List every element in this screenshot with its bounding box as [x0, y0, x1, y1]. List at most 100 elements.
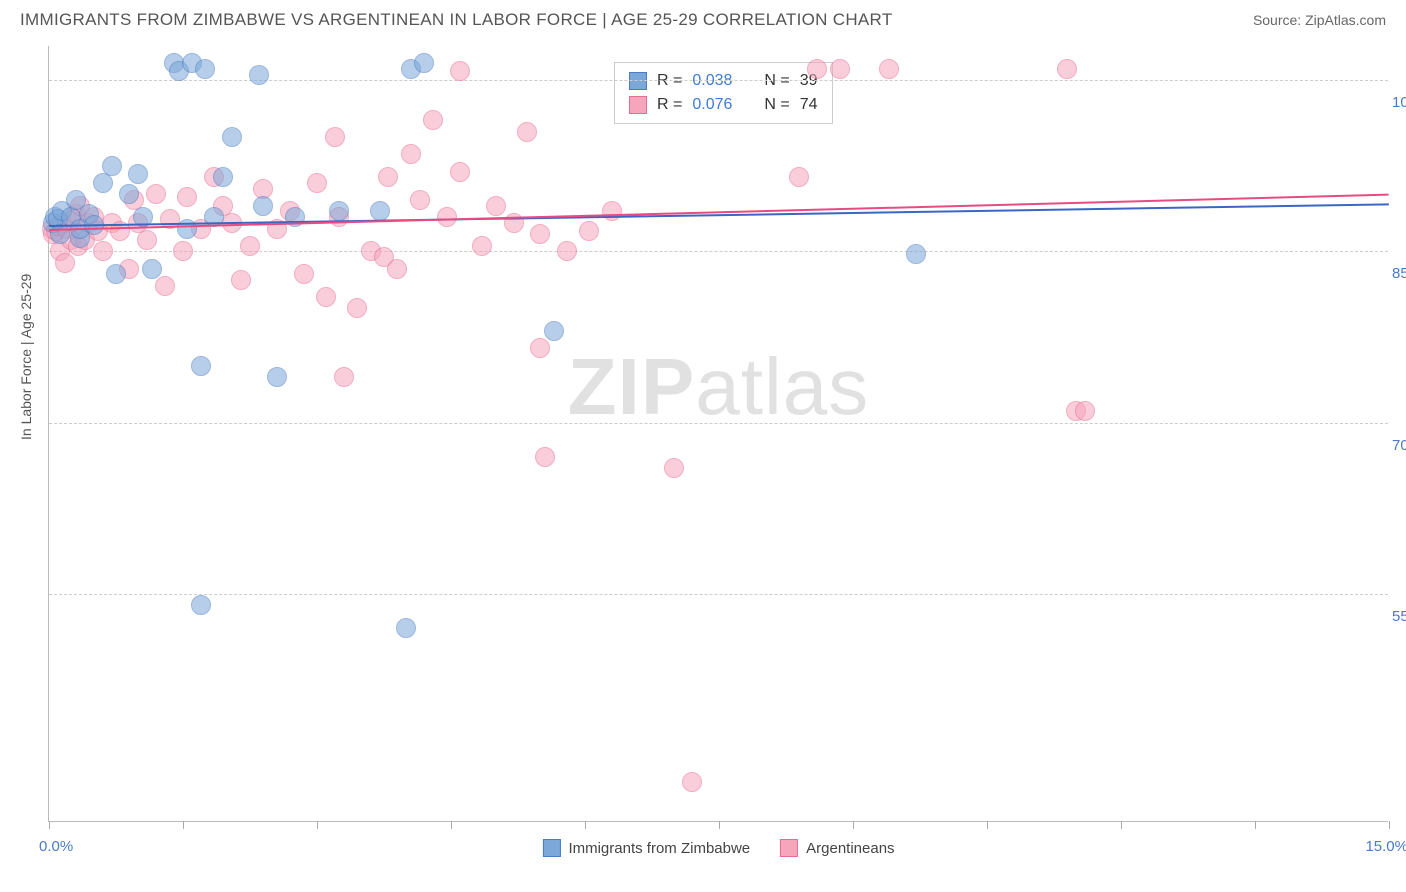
data-point: [316, 287, 336, 307]
x-tick: [987, 821, 988, 829]
data-point: [249, 65, 269, 85]
data-point: [325, 127, 345, 147]
data-point: [401, 144, 421, 164]
x-tick: [183, 821, 184, 829]
data-point: [347, 298, 367, 318]
data-point: [1057, 59, 1077, 79]
data-point: [437, 207, 457, 227]
data-point: [807, 59, 827, 79]
data-point: [231, 270, 251, 290]
y-axis-label: In Labor Force | Age 25-29: [18, 274, 34, 440]
y-tick-label: 55.0%: [1392, 608, 1406, 625]
x-tick: [49, 821, 50, 829]
legend-swatch: [780, 839, 798, 857]
data-point: [155, 276, 175, 296]
watermark-bold: ZIP: [568, 342, 695, 431]
data-point: [307, 173, 327, 193]
data-point: [410, 190, 430, 210]
data-point: [173, 241, 193, 261]
data-point: [602, 201, 622, 221]
data-point: [146, 184, 166, 204]
legend-row: R = 0.076N = 74: [629, 93, 818, 117]
data-point: [106, 264, 126, 284]
x-tick: [719, 821, 720, 829]
y-tick-label: 100.0%: [1392, 94, 1406, 111]
data-point: [93, 173, 113, 193]
data-point: [370, 201, 390, 221]
data-point: [50, 224, 70, 244]
legend-swatch: [629, 96, 647, 114]
legend-r-label: R =: [657, 93, 682, 117]
data-point: [423, 110, 443, 130]
data-point: [213, 167, 233, 187]
data-point: [579, 221, 599, 241]
data-point: [142, 259, 162, 279]
data-point: [378, 167, 398, 187]
data-point: [119, 184, 139, 204]
data-point: [267, 367, 287, 387]
x-tick: [1389, 821, 1390, 829]
data-point: [664, 458, 684, 478]
x-tick: [853, 821, 854, 829]
gridline: [49, 423, 1388, 424]
data-point: [530, 338, 550, 358]
scatter-chart: ZIPatlas R = 0.038N = 39R = 0.076N = 74 …: [48, 46, 1388, 822]
x-axis-min-label: 0.0%: [39, 838, 73, 855]
x-tick: [1121, 821, 1122, 829]
x-tick: [585, 821, 586, 829]
x-axis-max-label: 15.0%: [1365, 838, 1406, 855]
data-point: [535, 447, 555, 467]
data-point: [486, 196, 506, 216]
watermark: ZIPatlas: [568, 341, 869, 433]
data-point: [329, 201, 349, 221]
data-point: [1075, 401, 1095, 421]
data-point: [191, 595, 211, 615]
data-point: [450, 61, 470, 81]
data-point: [137, 230, 157, 250]
legend-item: Argentineans: [780, 839, 894, 857]
data-point: [177, 219, 197, 239]
x-tick: [451, 821, 452, 829]
x-tick: [1255, 821, 1256, 829]
data-point: [177, 187, 197, 207]
legend-swatch: [542, 839, 560, 857]
trend-line: [49, 193, 1389, 230]
legend-label: Argentineans: [806, 840, 894, 857]
y-tick-label: 70.0%: [1392, 437, 1406, 454]
watermark-light: atlas: [695, 342, 869, 431]
legend-n-value: 74: [800, 93, 818, 117]
data-point: [557, 241, 577, 261]
data-point: [682, 772, 702, 792]
gridline: [49, 594, 1388, 595]
data-point: [830, 59, 850, 79]
legend-r-value: 0.076: [692, 93, 732, 117]
data-point: [240, 236, 260, 256]
chart-title: IMMIGRANTS FROM ZIMBABWE VS ARGENTINEAN …: [20, 10, 893, 30]
data-point: [253, 196, 273, 216]
x-tick: [317, 821, 318, 829]
legend-item: Immigrants from Zimbabwe: [542, 839, 750, 857]
data-point: [544, 321, 564, 341]
data-point: [906, 244, 926, 264]
correlation-legend: R = 0.038N = 39R = 0.076N = 74: [614, 62, 833, 124]
y-tick-label: 85.0%: [1392, 265, 1406, 282]
data-point: [879, 59, 899, 79]
data-point: [472, 236, 492, 256]
data-point: [450, 162, 470, 182]
source-attribution: Source: ZipAtlas.com: [1253, 12, 1386, 28]
data-point: [396, 618, 416, 638]
data-point: [222, 127, 242, 147]
data-point: [414, 53, 434, 73]
data-point: [789, 167, 809, 187]
data-point: [93, 241, 113, 261]
data-point: [387, 259, 407, 279]
data-point: [55, 253, 75, 273]
data-point: [530, 224, 550, 244]
data-point: [195, 59, 215, 79]
data-point: [334, 367, 354, 387]
data-point: [128, 164, 148, 184]
series-legend: Immigrants from Zimbabwe Argentineans: [542, 839, 894, 857]
data-point: [191, 356, 211, 376]
data-point: [294, 264, 314, 284]
data-point: [517, 122, 537, 142]
